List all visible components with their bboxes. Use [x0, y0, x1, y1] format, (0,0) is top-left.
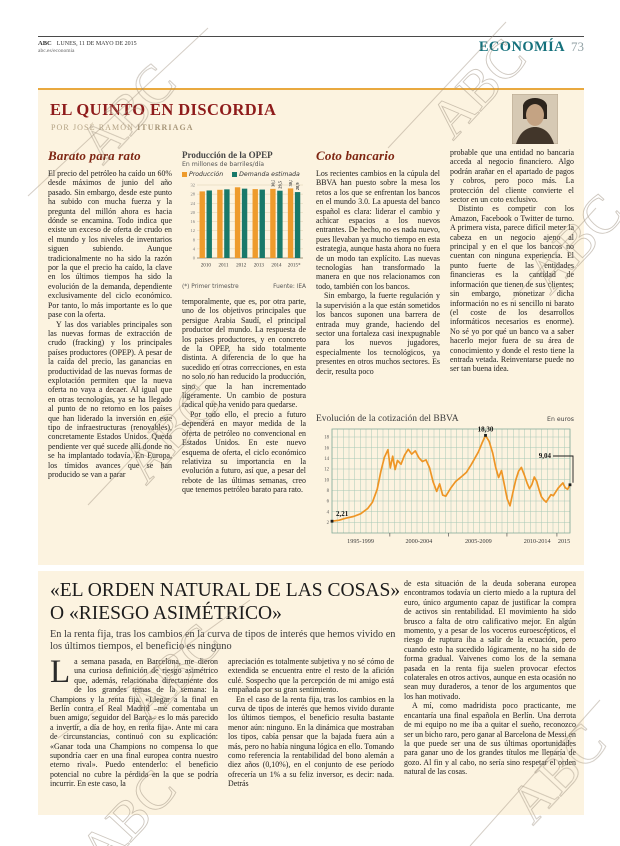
svg-text:28: 28	[191, 192, 196, 197]
subarticle-heading-barato: Barato para rato	[48, 148, 141, 163]
svg-text:16: 16	[324, 446, 329, 451]
article-paragraph: de esta situación de la deuda soberana e…	[404, 579, 576, 701]
svg-text:0: 0	[193, 256, 196, 261]
svg-text:2015: 2015	[558, 538, 570, 545]
article-paragraph: Y las dos variables principales son las …	[48, 319, 172, 480]
author-photo	[511, 93, 559, 145]
article-column-2: Producción de la OPEP En millones de bar…	[182, 148, 306, 562]
byline: POR JOSÉ RAMÓN ITURRIAGA	[51, 123, 194, 132]
bar-chart-plot: 0 4 8 12 16 20 24 28 32 2010 2011 2012 2013 30,3 29,5 2…	[191, 178, 303, 269]
svg-text:8: 8	[327, 489, 330, 494]
article-paragraph: probable que una entidad no bancaria acc…	[450, 148, 574, 205]
svg-text:2015*: 2015*	[288, 263, 301, 269]
article-opinion-block: EL QUINTO EN DISCORDIA POR JOSÉ RAMÓN IT…	[38, 88, 584, 565]
section-header: ECONOMÍA 73	[479, 38, 584, 56]
svg-text:18,30: 18,30	[478, 426, 494, 433]
feature-standfirst: En la renta fija, tras los cambios en la…	[50, 629, 396, 653]
chart-subtitle: En millones de barriles/día	[182, 161, 265, 168]
chart-source: Fuente: IEA	[273, 284, 306, 290]
svg-text:2011: 2011	[219, 263, 229, 269]
svg-text:18: 18	[324, 436, 329, 441]
article-paragraph: A mí, como madridista poco practicante, …	[404, 701, 576, 777]
author-portrait-image	[511, 93, 559, 145]
article-paragraph: apreciación es totalmente subjetiva y no…	[228, 657, 394, 695]
svg-text:2014: 2014	[271, 263, 282, 269]
legend-swatch-demanda	[232, 172, 238, 177]
svg-text:29,5: 29,5	[278, 180, 283, 188]
masthead: ABC LUNES, 11 DE MAYO DE 2015 abc.es/econ…	[38, 40, 137, 55]
svg-text:10: 10	[324, 478, 329, 483]
svg-text:2: 2	[327, 521, 330, 526]
edition-url: abc.es/economia	[38, 48, 75, 54]
svg-text:32: 32	[191, 183, 196, 188]
top-rule	[38, 36, 584, 37]
svg-text:14: 14	[324, 457, 329, 462]
svg-text:9,04: 9,04	[539, 452, 552, 460]
svg-text:2,21: 2,21	[336, 510, 349, 518]
svg-text:12: 12	[191, 228, 196, 233]
chart-footnote: (*) Primer trimestre	[182, 284, 239, 290]
svg-text:2005-2009: 2005-2009	[465, 538, 492, 545]
svg-text:20: 20	[191, 210, 196, 215]
svg-text:2012: 2012	[236, 263, 247, 269]
svg-text:16: 16	[191, 219, 196, 224]
legend-swatch-produccion	[182, 172, 187, 177]
chart-unit-label: En euros	[547, 416, 574, 423]
feature-column-a: L a semana pasada, en Barcelona, me dier…	[50, 657, 218, 809]
chart-title: Producción de la OPEP	[182, 150, 273, 160]
column-title: EL QUINTO EN DISCORDIA	[50, 100, 277, 119]
drop-cap: L	[50, 657, 71, 690]
legend-label: Demanda estimada	[239, 171, 300, 178]
section-title: ECONOMÍA	[478, 39, 565, 55]
svg-text:8: 8	[193, 237, 196, 242]
article-paragraph: Los recientes cambios en la cúpula del B…	[316, 169, 440, 291]
article-paragraph: a semana pasada, en Barcelona, me dieron…	[50, 657, 218, 789]
chart-title: Evolución de la cotización del BBVA	[316, 414, 459, 424]
svg-text:30,5: 30,5	[288, 180, 293, 186]
date-line: LUNES, 11 DE MAYO DE 2015	[56, 41, 137, 47]
svg-text:2013: 2013	[254, 263, 265, 269]
svg-text:2000-2004: 2000-2004	[405, 538, 432, 545]
article-feature-block: «EL ORDEN NATURAL DE LAS COSAS» O «RIESG…	[38, 571, 584, 815]
svg-text:4: 4	[327, 510, 330, 515]
svg-text:4: 4	[193, 246, 196, 251]
svg-text:6: 6	[327, 500, 330, 505]
opep-production-chart: Producción de la OPEP En millones de bar…	[182, 150, 306, 290]
feature-column-b: apreciación es totalmente subjetiva y no…	[228, 657, 394, 809]
feature-column-c: de esta situación de la deuda soberana e…	[404, 579, 576, 811]
svg-text:2010-2014: 2010-2014	[524, 538, 551, 545]
article-paragraph: Distinto es competir con los Amazon, Fac…	[450, 204, 574, 374]
chart-footnotes: (*) Primer trimestre Fuente: IEA	[182, 284, 306, 290]
legend-label: Producción	[189, 171, 224, 178]
byline-prefix: POR JOSÉ RAMÓN	[51, 123, 138, 132]
article-paragraph: Sin embargo, la fuerte regulación y la s…	[316, 291, 440, 376]
svg-text:2010: 2010	[201, 263, 212, 269]
article-column-4: probable que una entidad no bancaria acc…	[450, 148, 574, 410]
article-paragraph: En el caso de la renta fija, tras los ca…	[228, 694, 394, 789]
svg-text:24: 24	[191, 201, 196, 206]
feature-headline: «EL ORDEN NATURAL DE LAS COSAS» O «RIESG…	[50, 580, 401, 624]
article-paragraph: Por todo ello, el precio a futuro depend…	[182, 409, 306, 495]
bbva-share-price-chart: Evolución de la cotización del BBVA En e…	[316, 414, 574, 555]
article-column-1: Barato para rato El precio del petróleo …	[48, 148, 172, 562]
chart-legend: Producción Demanda estimada	[182, 171, 306, 178]
svg-text:12: 12	[324, 468, 329, 473]
line-chart-plot: 2 4 6 8 10 12 14 16 18 2,21 18,30 9,04 1995-1999 2000…	[324, 425, 574, 545]
article-column-3: Coto bancario Los recientes cambios en l…	[316, 148, 440, 410]
svg-text:28,9: 28,9	[295, 182, 300, 190]
svg-text:30,3: 30,3	[271, 180, 276, 187]
article-paragraph: El precio del petróleo ha caído un 60% d…	[48, 169, 172, 320]
byline-author: ITURRIAGA	[137, 123, 194, 132]
article-paragraph: temporalmente, que es, por otra parte, u…	[182, 297, 306, 410]
brand-logo: ABC	[38, 40, 52, 47]
subarticle-heading-coto: Coto bancario	[316, 148, 395, 163]
svg-text:1995-1999: 1995-1999	[347, 538, 374, 545]
page-number: 73	[571, 39, 584, 54]
